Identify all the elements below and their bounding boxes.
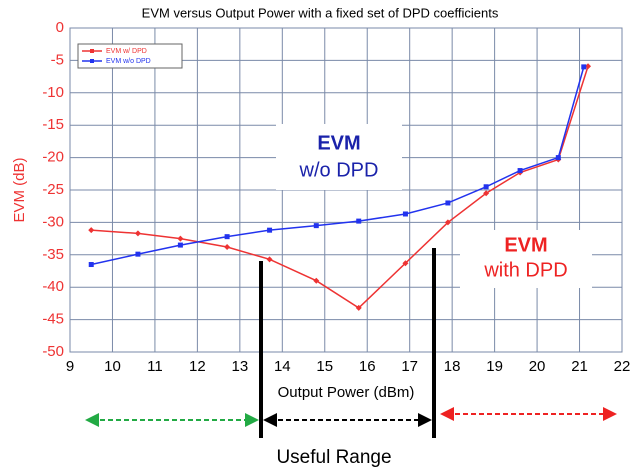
x-tick-label: 14 <box>274 358 291 375</box>
point <box>177 242 183 248</box>
annotation: EVM <box>504 234 547 256</box>
point <box>356 218 362 224</box>
point <box>445 200 451 206</box>
annotation: EVM <box>317 132 360 154</box>
annotation: with DPD <box>483 259 567 281</box>
x-tick-label: 22 <box>614 358 631 375</box>
x-tick-label: 15 <box>316 358 333 375</box>
x-tick-label: 12 <box>189 358 206 375</box>
point <box>444 219 451 226</box>
x-tick-label: 9 <box>66 358 74 375</box>
point <box>581 64 587 70</box>
point <box>483 184 489 190</box>
x-tick-label: 13 <box>232 358 249 375</box>
point <box>517 168 523 174</box>
y-axis-label: EVM (dB) <box>11 157 28 222</box>
point <box>555 155 561 161</box>
x-axis-label: Output Power (dBm) <box>278 384 415 401</box>
point <box>585 63 592 70</box>
legend-marker <box>90 49 94 53</box>
y-tick-label: -25 <box>42 181 64 198</box>
x-tick-label: 11 <box>147 358 163 375</box>
legend-marker <box>90 59 94 63</box>
annotation: Useful Range <box>276 447 391 468</box>
point <box>135 251 141 257</box>
point <box>88 227 95 234</box>
x-tick-label: 19 <box>486 358 503 375</box>
y-tick-label: 0 <box>56 19 64 36</box>
legend-box <box>77 43 183 69</box>
annotation-box <box>276 124 402 190</box>
point <box>88 262 94 268</box>
x-tick-label: 10 <box>104 358 121 375</box>
point <box>313 223 319 229</box>
legend-label: EVM w/o DPD <box>106 58 151 65</box>
point <box>224 234 230 240</box>
x-tick-label: 20 <box>529 358 546 375</box>
y-tick-label: -45 <box>42 311 64 328</box>
point <box>483 190 490 197</box>
point <box>177 235 184 242</box>
y-tick-label: -10 <box>42 84 64 101</box>
point <box>402 211 408 217</box>
point <box>402 260 409 267</box>
point <box>355 304 362 311</box>
point <box>224 244 231 251</box>
legend-label: EVM w/ DPD <box>106 48 147 55</box>
y-tick-label: -50 <box>42 343 64 360</box>
point <box>266 256 273 263</box>
x-tick-label: 18 <box>444 358 461 375</box>
point <box>267 227 273 233</box>
y-tick-label: -35 <box>42 246 64 263</box>
y-tick-label: -40 <box>42 278 64 295</box>
x-tick-label: 21 <box>571 358 588 375</box>
x-tick-label: 17 <box>401 358 418 375</box>
x-tick-label: 16 <box>359 358 376 375</box>
chart-title: EVM versus Output Power with a fixed set… <box>142 5 499 20</box>
point <box>134 230 141 237</box>
y-tick-label: -15 <box>42 116 64 133</box>
point <box>313 277 320 284</box>
annotation: w/o DPD <box>299 159 379 181</box>
y-tick-label: -5 <box>51 51 64 68</box>
annotation-box <box>460 230 592 288</box>
y-tick-label: -30 <box>42 213 64 230</box>
y-tick-label: -20 <box>42 149 64 166</box>
